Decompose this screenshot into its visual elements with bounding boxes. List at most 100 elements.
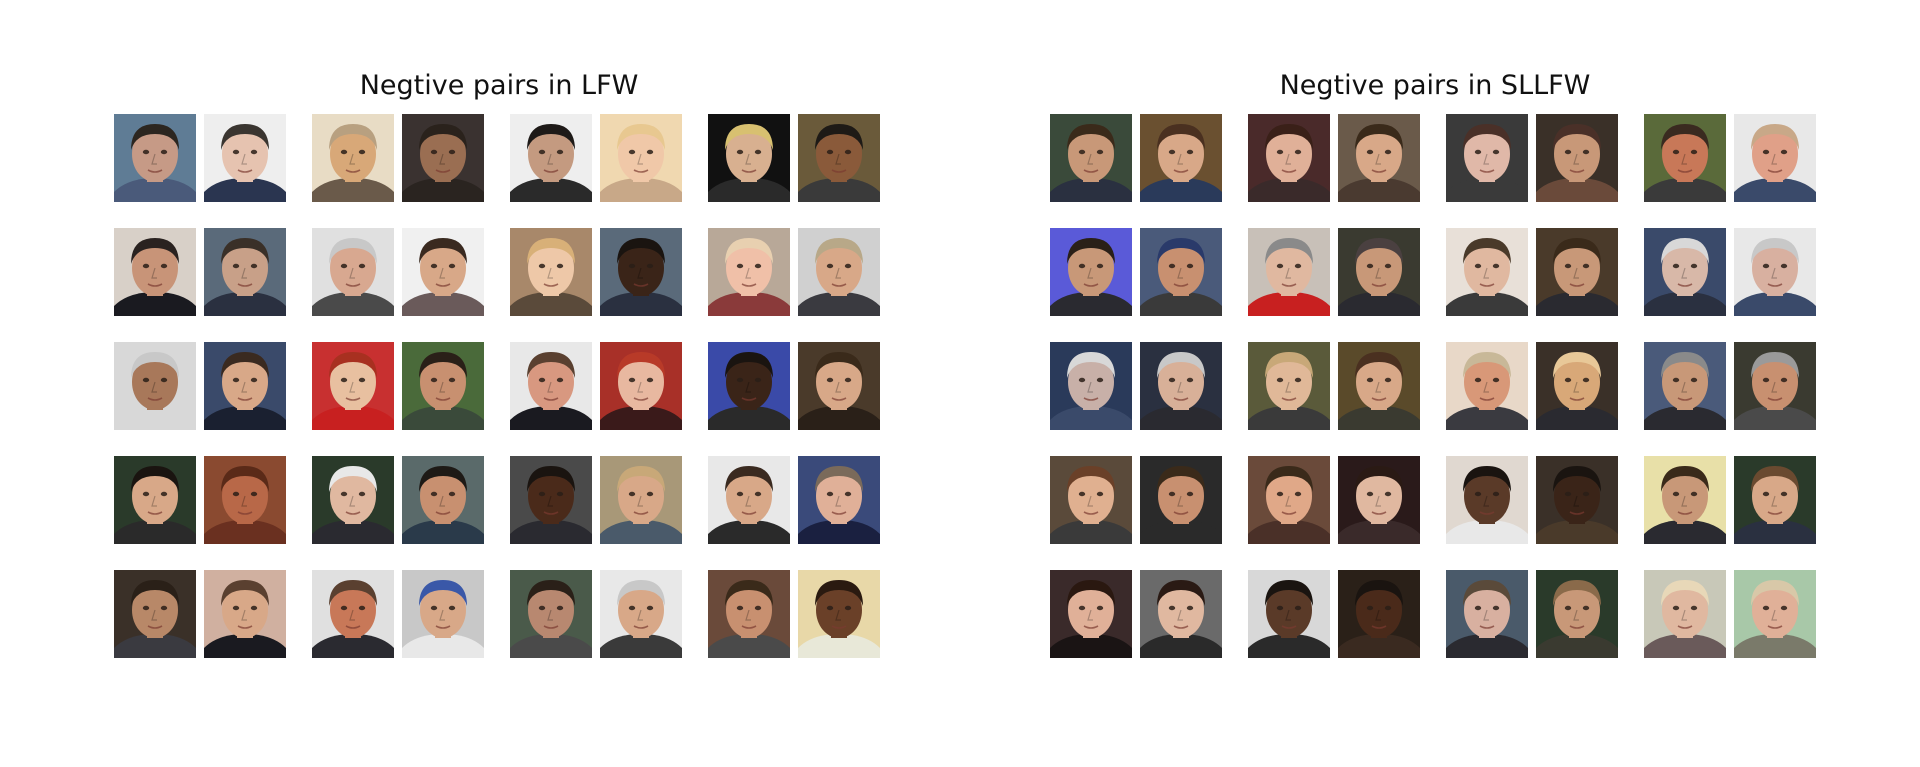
face-pair [1644,114,1816,202]
face-thumbnail [1536,456,1618,544]
face-thumbnail [798,228,880,316]
face-pair [312,228,484,316]
face-thumbnail [1644,342,1726,430]
face-thumbnail [1644,570,1726,658]
face-thumbnail [114,342,196,430]
face-thumbnail [204,342,286,430]
face-thumbnail [510,228,592,316]
face-thumbnail [510,342,592,430]
face-pair [312,456,484,544]
face-thumbnail [1446,114,1528,202]
face-thumbnail [708,342,790,430]
face-thumbnail [1734,114,1816,202]
face-pair [114,342,286,430]
face-thumbnail [600,570,682,658]
face-pair [1446,114,1618,202]
face-pair [312,570,484,658]
face-pair [114,456,286,544]
face-thumbnail [114,456,196,544]
face-thumbnail [1338,456,1420,544]
face-thumbnail [1248,456,1330,544]
face-thumbnail [1446,456,1528,544]
face-pair [114,570,286,658]
face-grid-sllfw [1050,114,1820,658]
face-pair [510,570,682,658]
face-pair [510,228,682,316]
face-thumbnail [1446,342,1528,430]
face-thumbnail [1338,228,1420,316]
face-pair [1446,342,1618,430]
face-thumbnail [1050,570,1132,658]
face-thumbnail [1248,228,1330,316]
face-thumbnail [1644,114,1726,202]
face-pair [510,342,682,430]
face-pair [708,570,880,658]
face-pair [1248,342,1420,430]
face-thumbnail [402,228,484,316]
face-grid-lfw [114,114,884,658]
face-thumbnail [1536,570,1618,658]
face-thumbnail [600,456,682,544]
face-pair [114,114,286,202]
face-thumbnail [600,114,682,202]
face-thumbnail [1248,114,1330,202]
face-pair [1644,456,1816,544]
face-pair [708,342,880,430]
figure-panel-lfw: Negtive pairs in LFW [114,70,884,658]
face-thumbnail [708,228,790,316]
face-thumbnail [312,456,394,544]
face-pair [114,228,286,316]
face-thumbnail [1338,342,1420,430]
face-thumbnail [1140,456,1222,544]
face-pair [1050,570,1222,658]
face-thumbnail [1338,570,1420,658]
face-thumbnail [798,342,880,430]
face-thumbnail [114,114,196,202]
face-thumbnail [510,114,592,202]
face-thumbnail [1050,342,1132,430]
face-thumbnail [1644,456,1726,544]
face-thumbnail [204,114,286,202]
face-thumbnail [510,570,592,658]
face-thumbnail [204,228,286,316]
face-pair [312,342,484,430]
face-thumbnail [708,456,790,544]
face-pair [1050,342,1222,430]
face-pair [1050,228,1222,316]
face-thumbnail [510,456,592,544]
face-pair [1644,570,1816,658]
face-thumbnail [1536,342,1618,430]
face-thumbnail [708,114,790,202]
face-thumbnail [1734,570,1816,658]
face-thumbnail [1734,342,1816,430]
face-thumbnail [402,570,484,658]
face-thumbnail [1248,570,1330,658]
face-thumbnail [1140,228,1222,316]
face-pair [708,228,880,316]
face-pair [1050,114,1222,202]
face-pair [1050,456,1222,544]
face-thumbnail [1140,570,1222,658]
face-thumbnail [1536,228,1618,316]
face-pair [1248,570,1420,658]
face-pair [1446,228,1618,316]
face-pair [1248,228,1420,316]
face-thumbnail [1140,342,1222,430]
face-thumbnail [114,570,196,658]
face-thumbnail [204,456,286,544]
face-pair [708,456,880,544]
face-pair [510,114,682,202]
face-thumbnail [402,114,484,202]
face-thumbnail [1050,114,1132,202]
face-thumbnail [1140,114,1222,202]
face-thumbnail [1050,456,1132,544]
face-thumbnail [1734,456,1816,544]
face-thumbnail [798,114,880,202]
face-pair [1446,456,1618,544]
face-thumbnail [708,570,790,658]
face-thumbnail [114,228,196,316]
panel-title-sllfw: Negtive pairs in SLLFW [1279,70,1591,101]
face-thumbnail [1644,228,1726,316]
face-thumbnail [1248,342,1330,430]
face-thumbnail [798,456,880,544]
